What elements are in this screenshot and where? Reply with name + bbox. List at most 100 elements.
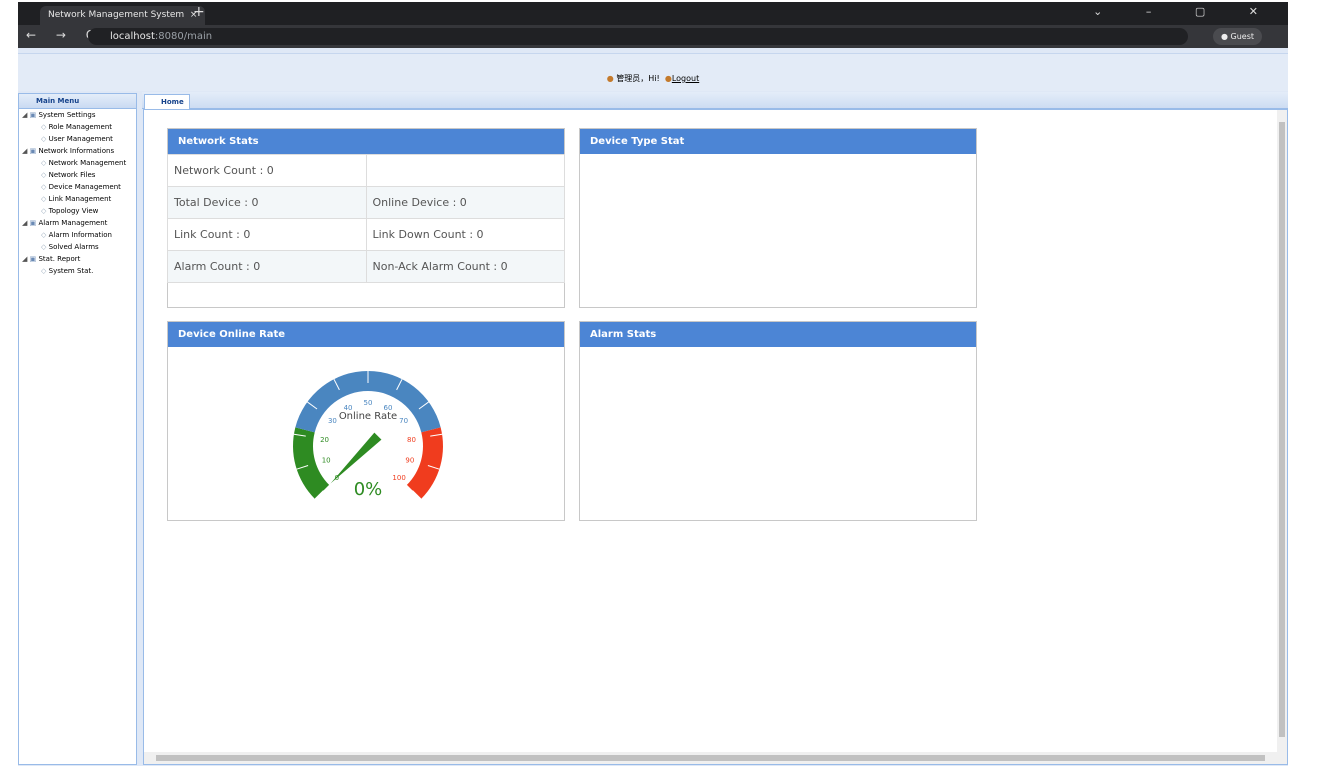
gauge-tick — [430, 433, 443, 437]
panel-title: Network Stats — [178, 136, 259, 147]
gauge-band — [406, 427, 443, 500]
stats-cell: Online Device : 0 — [365, 186, 565, 219]
tab-title: Network Management System — [48, 10, 185, 20]
menu-group[interactable]: ◢ ▣ System Settings — [22, 111, 96, 119]
home-tab[interactable]: Home — [144, 94, 190, 109]
gauge-title: Online Rate — [339, 411, 397, 422]
panel-title: Device Online Rate — [178, 329, 286, 340]
content-area: Network Stats Network Count : 0 Total Devi… — [143, 109, 1288, 765]
gauge: 0 10 20 30 40 50 60 70 80 90 100 Online Rate 0% — [293, 371, 443, 500]
browser-tab-bar: Network Management System × + ⌄ – ▢ ✕ — [18, 2, 1288, 25]
gauge-band — [293, 427, 330, 500]
gauge-tick — [412, 490, 422, 500]
gauge-tick — [396, 378, 403, 391]
panel-title: Alarm Stats — [590, 329, 657, 340]
stats-cell — [365, 154, 565, 187]
menu-item-label: User Management — [48, 135, 113, 143]
stats-cell: Total Device : 0 — [167, 186, 367, 219]
menu-item[interactable]: ◇ Solved Alarms — [41, 243, 99, 251]
menu-item-label: Network Management — [48, 159, 127, 167]
nav-buttons[interactable]: ← → C — [26, 28, 103, 42]
panel-title: Device Type Stat — [590, 136, 685, 147]
logout-link[interactable]: Logout — [671, 74, 700, 83]
stats-cell: Alarm Count : 0 — [167, 250, 367, 283]
gauge-tick-label: 40 — [344, 404, 353, 412]
menu-group-label: Alarm Management — [38, 219, 108, 227]
gauge-tick — [418, 401, 429, 410]
menu-item-label: Device Management — [48, 183, 121, 191]
new-tab[interactable]: + — [193, 4, 205, 20]
gauge-tick — [293, 433, 306, 437]
address-bar: ← → C localhost:8080/main ● Guest — [18, 25, 1288, 48]
url-host: localhost — [110, 31, 155, 42]
gauge-tick-label: 10 — [322, 457, 331, 465]
stats-row: Total Device : 0 Online Device : 0 — [167, 186, 565, 219]
menu-group[interactable]: ◢ ▣ Alarm Management — [22, 219, 108, 227]
menu-item-label: Solved Alarms — [48, 243, 99, 251]
url-path: :8080/main — [154, 31, 213, 42]
stats-row: Link Count : 0 Link Down Count : 0 — [167, 218, 565, 251]
panel-header: Device Online Rate — [168, 322, 564, 347]
gauge-tick-label: 90 — [405, 457, 414, 465]
menu-item-label: Topology View — [48, 207, 99, 215]
menu-item[interactable]: ◇ Network Management — [41, 159, 127, 167]
menu-group[interactable]: ◢ ▣ Stat. Report — [22, 255, 81, 263]
panel-header: Device Type Stat — [580, 129, 976, 154]
menu-group-label: Stat. Report — [38, 255, 81, 263]
stats-cell: Non-Ack Alarm Count : 0 — [365, 250, 565, 283]
profile-name: Guest — [1230, 32, 1255, 41]
menu-title: Main Menu — [36, 97, 80, 105]
v-scroll-thumb[interactable] — [1279, 122, 1285, 737]
gauge-tick — [314, 490, 324, 500]
stats-row: Network Count : 0 — [167, 154, 565, 187]
h-scrollbar[interactable] — [144, 752, 1277, 764]
panel: Alarm Stats — [579, 321, 977, 521]
panel-header: Alarm Stats — [580, 322, 976, 347]
menu-item-label: Role Management — [48, 123, 113, 131]
menu-item[interactable]: ◇ Device Management — [41, 183, 121, 191]
menu-tree: ◢ ▣ System Settings ◇ Role Management ◇ Us… — [19, 109, 136, 277]
greeting: 管理员，Hi! — [616, 74, 660, 83]
panel: Device Online Rate 0 10 20 30 40 50 60 70 80 90 100… — [167, 321, 565, 521]
panel: Device Type Stat — [579, 128, 977, 308]
window-controls[interactable]: ⌄ – ▢ ✕ — [1093, 5, 1278, 18]
h-scroll-thumb[interactable] — [156, 755, 1265, 761]
profile-button[interactable]: ● Guest — [1213, 28, 1263, 45]
stats-row: Alarm Count : 0 Non-Ack Alarm Count : 0 — [167, 250, 565, 283]
stats-cell: Link Down Count : 0 — [365, 218, 565, 251]
menu-item-label: Network Files — [48, 171, 96, 179]
menu-header: Main Menu — [19, 94, 136, 109]
menu-item[interactable]: ◇ Link Management — [41, 195, 112, 203]
panel: Network Stats Network Count : 0 Total Devi… — [167, 128, 565, 308]
stats-cell: Link Count : 0 — [167, 218, 367, 251]
menu-group[interactable]: ◢ ▣ Network Informations — [22, 147, 115, 155]
gauge-tick-label: 0 — [335, 474, 339, 482]
gauge-tick-label: 50 — [364, 399, 373, 407]
menu-item[interactable]: ◇ Topology View — [41, 207, 99, 215]
v-scrollbar[interactable] — [1277, 110, 1287, 764]
gauge-tick — [296, 464, 309, 470]
gauge-tick-label: 80 — [407, 436, 416, 444]
menu-item-label: System Stat. — [48, 267, 94, 275]
gauge-tick — [427, 464, 440, 470]
menu-item[interactable]: ◇ Network Files — [41, 171, 96, 179]
gauge-tick-label: 70 — [399, 417, 408, 425]
gauge-tick — [307, 401, 318, 410]
app-header: ● 管理员，Hi! ●Logout — [18, 53, 1288, 91]
gauge-tick — [333, 378, 340, 391]
gauge-tick-label: 20 — [320, 436, 329, 444]
menu-item-label: Link Management — [48, 195, 112, 203]
gauge-tick-label: 60 — [384, 404, 393, 412]
side-menu: Main Menu ◢ ▣ System Settings ◇ Role Mana… — [18, 93, 137, 765]
browser-tab[interactable]: Network Management System × — [40, 6, 205, 25]
stats-table: Network Count : 0 Total Device : 0 Online … — [167, 154, 565, 283]
gauge-tick-label: 30 — [328, 417, 337, 425]
menu-item[interactable]: ◇ Role Management — [41, 123, 113, 131]
menu-item[interactable]: ◇ System Stat. — [41, 267, 94, 275]
menu-item-label: Alarm Information — [48, 231, 112, 239]
menu-item[interactable]: ◇ User Management — [41, 135, 113, 143]
menu-item[interactable]: ◇ Alarm Information — [41, 231, 112, 239]
url-field[interactable]: localhost:8080/main — [88, 28, 1188, 45]
